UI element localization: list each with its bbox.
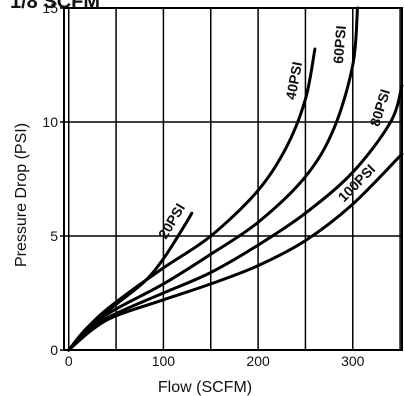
x-tick-label: 100	[152, 353, 176, 369]
x-tick-labels: 0 100 200 300	[65, 353, 365, 369]
x-axis-title: Flow (SCFM)	[158, 379, 252, 396]
x-tick-label: 200	[246, 353, 270, 369]
plot-frame	[63, 7, 403, 351]
y-tick-label: 10	[42, 114, 58, 130]
y-tick-label: 15	[42, 0, 58, 16]
x-tick-label: 0	[65, 353, 73, 369]
chart-title: 1/8 SCFM	[10, 0, 100, 13]
y-tick-label: 0	[50, 342, 58, 358]
series-line-100psi	[67, 152, 404, 352]
series-line-60psi	[67, 6, 359, 352]
curves-group	[67, 6, 404, 352]
series-line-80psi	[67, 84, 404, 352]
series-label-60psi: 60PSI	[330, 25, 349, 64]
y-tick-label: 5	[50, 228, 58, 244]
series-line-40psi	[67, 47, 317, 352]
series-label-40psi: 40PSI	[282, 60, 305, 100]
x-tick-label: 300	[341, 353, 365, 369]
y-axis-title: Pressure Drop (PSI)	[13, 123, 30, 267]
y-tick-labels: 0 5 10 15	[42, 0, 64, 358]
